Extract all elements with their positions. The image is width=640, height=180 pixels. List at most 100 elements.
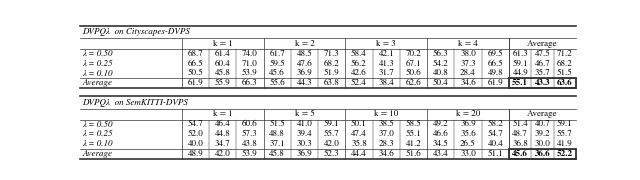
Text: 26.5: 26.5 bbox=[460, 140, 476, 148]
Text: 45.6: 45.6 bbox=[512, 150, 528, 158]
Text: 51.6: 51.6 bbox=[406, 150, 421, 158]
Text: 58.2: 58.2 bbox=[488, 120, 503, 129]
Text: 68.7: 68.7 bbox=[188, 50, 203, 58]
Text: λ = 0.25: λ = 0.25 bbox=[82, 59, 113, 68]
Text: Average: Average bbox=[82, 150, 112, 158]
Text: 37.3: 37.3 bbox=[460, 60, 476, 68]
Text: 51.1: 51.1 bbox=[488, 150, 503, 158]
Text: 55.9: 55.9 bbox=[215, 79, 230, 87]
Text: 66.3: 66.3 bbox=[242, 79, 258, 87]
Text: 44.8: 44.8 bbox=[215, 130, 230, 138]
Text: 66.5: 66.5 bbox=[188, 60, 203, 68]
Text: 61.9: 61.9 bbox=[488, 79, 503, 87]
Text: 43.4: 43.4 bbox=[433, 150, 449, 158]
Text: 36.6: 36.6 bbox=[534, 150, 550, 158]
Text: 53.9: 53.9 bbox=[242, 150, 258, 158]
Text: 34.6: 34.6 bbox=[460, 79, 476, 87]
Text: k = 1: k = 1 bbox=[212, 40, 232, 48]
Text: 71.3: 71.3 bbox=[324, 50, 340, 58]
Text: 56.2: 56.2 bbox=[351, 60, 367, 68]
Text: 46.4: 46.4 bbox=[215, 120, 230, 129]
Text: 38.4: 38.4 bbox=[378, 79, 394, 87]
Text: 42.6: 42.6 bbox=[351, 69, 367, 77]
Text: 71.0: 71.0 bbox=[242, 60, 258, 68]
Text: 50.1: 50.1 bbox=[351, 120, 367, 129]
Text: 58.4: 58.4 bbox=[351, 50, 367, 58]
Text: k = 20: k = 20 bbox=[456, 110, 480, 118]
Text: 34.5: 34.5 bbox=[433, 140, 449, 148]
Text: λ = 0.50: λ = 0.50 bbox=[82, 120, 113, 129]
Text: 41.3: 41.3 bbox=[378, 60, 394, 68]
Text: 50.5: 50.5 bbox=[188, 69, 203, 77]
Text: 59.1: 59.1 bbox=[324, 120, 340, 129]
Text: 28.4: 28.4 bbox=[460, 69, 476, 77]
Text: 43.3: 43.3 bbox=[535, 79, 550, 87]
Text: 55.1: 55.1 bbox=[512, 79, 528, 87]
Text: 47.4: 47.4 bbox=[351, 130, 367, 138]
Text: 61.9: 61.9 bbox=[188, 79, 203, 87]
Text: λ = 0.10: λ = 0.10 bbox=[82, 69, 113, 78]
Text: 44.4: 44.4 bbox=[351, 150, 367, 158]
Text: 55.7: 55.7 bbox=[557, 130, 573, 138]
Text: 40.0: 40.0 bbox=[188, 140, 203, 148]
Text: 61.3: 61.3 bbox=[513, 50, 528, 58]
Text: 48.8: 48.8 bbox=[269, 130, 285, 138]
Text: k = 5: k = 5 bbox=[294, 110, 314, 118]
Text: 47.5: 47.5 bbox=[534, 50, 550, 58]
Text: 35.8: 35.8 bbox=[351, 140, 367, 148]
Text: 41.0: 41.0 bbox=[296, 120, 312, 129]
Text: 48.9: 48.9 bbox=[188, 150, 203, 158]
Text: 60.6: 60.6 bbox=[242, 120, 258, 129]
Text: 36.9: 36.9 bbox=[460, 120, 476, 129]
Text: 48.5: 48.5 bbox=[296, 50, 312, 58]
Text: 61.4: 61.4 bbox=[215, 50, 230, 58]
Text: 51.5: 51.5 bbox=[557, 69, 573, 77]
Text: 69.5: 69.5 bbox=[488, 50, 503, 58]
Text: 34.7: 34.7 bbox=[215, 140, 230, 148]
Text: 44.3: 44.3 bbox=[296, 79, 312, 87]
Text: 51.9: 51.9 bbox=[324, 69, 340, 77]
Text: λ = 0.10: λ = 0.10 bbox=[82, 140, 113, 148]
Text: 41.9: 41.9 bbox=[557, 140, 573, 148]
Text: Average: Average bbox=[527, 40, 558, 48]
Text: 47.6: 47.6 bbox=[296, 60, 312, 68]
Text: k = 4: k = 4 bbox=[458, 40, 478, 48]
Text: 58.5: 58.5 bbox=[406, 120, 421, 129]
Text: 42.0: 42.0 bbox=[215, 150, 230, 158]
Text: 41.2: 41.2 bbox=[406, 140, 421, 148]
Text: 57.3: 57.3 bbox=[242, 130, 258, 138]
Text: 68.2: 68.2 bbox=[324, 60, 340, 68]
Text: 45.8: 45.8 bbox=[215, 69, 230, 77]
Text: 68.2: 68.2 bbox=[557, 60, 573, 68]
Text: 39.2: 39.2 bbox=[534, 130, 550, 138]
Text: k = 2: k = 2 bbox=[294, 40, 314, 48]
Text: Average: Average bbox=[82, 79, 112, 87]
Text: 55.1: 55.1 bbox=[406, 130, 421, 138]
Text: 51.4: 51.4 bbox=[513, 120, 528, 129]
Text: 34.6: 34.6 bbox=[378, 150, 394, 158]
Text: 33.0: 33.0 bbox=[460, 150, 476, 158]
Text: 54.7: 54.7 bbox=[488, 130, 503, 138]
Text: 36.9: 36.9 bbox=[296, 150, 312, 158]
Text: 59.1: 59.1 bbox=[513, 60, 528, 68]
Text: 50.6: 50.6 bbox=[406, 69, 421, 77]
Text: 54.2: 54.2 bbox=[433, 60, 449, 68]
Text: 52.4: 52.4 bbox=[351, 79, 367, 87]
Text: 70.2: 70.2 bbox=[406, 50, 421, 58]
Text: k = 10: k = 10 bbox=[374, 110, 399, 118]
Text: 62.6: 62.6 bbox=[406, 79, 421, 87]
Text: 42.1: 42.1 bbox=[378, 50, 394, 58]
Text: 63.6: 63.6 bbox=[557, 79, 573, 87]
Text: 48.7: 48.7 bbox=[513, 130, 528, 138]
Text: 55.7: 55.7 bbox=[324, 130, 340, 138]
Text: 40.8: 40.8 bbox=[433, 69, 449, 77]
Text: 71.2: 71.2 bbox=[557, 50, 573, 58]
Text: 43.8: 43.8 bbox=[242, 140, 258, 148]
Text: DVPQλᵏ on SemKITTI-DVPS: DVPQλᵏ on SemKITTI-DVPS bbox=[82, 98, 188, 107]
Text: 53.9: 53.9 bbox=[242, 69, 258, 77]
Text: λ = 0.25: λ = 0.25 bbox=[82, 130, 113, 138]
Text: 36.8: 36.8 bbox=[513, 140, 528, 148]
Text: 50.4: 50.4 bbox=[433, 79, 449, 87]
Text: 60.4: 60.4 bbox=[215, 60, 230, 68]
Text: 30.0: 30.0 bbox=[534, 140, 550, 148]
